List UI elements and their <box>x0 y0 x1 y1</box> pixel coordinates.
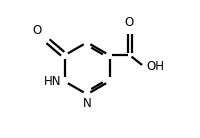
Text: OH: OH <box>146 60 164 73</box>
Text: N: N <box>83 97 91 110</box>
Text: O: O <box>124 16 133 29</box>
Text: O: O <box>33 24 42 37</box>
Text: HN: HN <box>44 75 62 88</box>
